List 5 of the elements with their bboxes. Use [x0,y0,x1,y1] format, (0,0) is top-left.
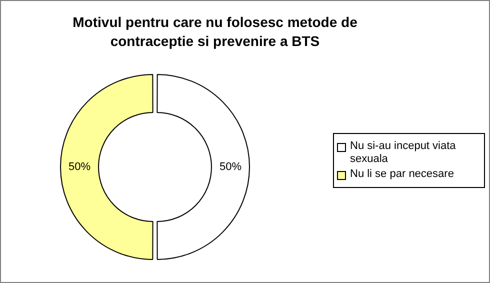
legend-label: Nu si-au inceput viata sexuala [350,140,457,166]
chart-title: Motivul pentru care nu folosesc metode de contraceptie si prevenire a BTS [72,13,358,51]
legend-label: Nu li se par necesare [350,168,454,181]
data-label: 50% [68,161,91,174]
data-label: 50% [219,161,242,174]
